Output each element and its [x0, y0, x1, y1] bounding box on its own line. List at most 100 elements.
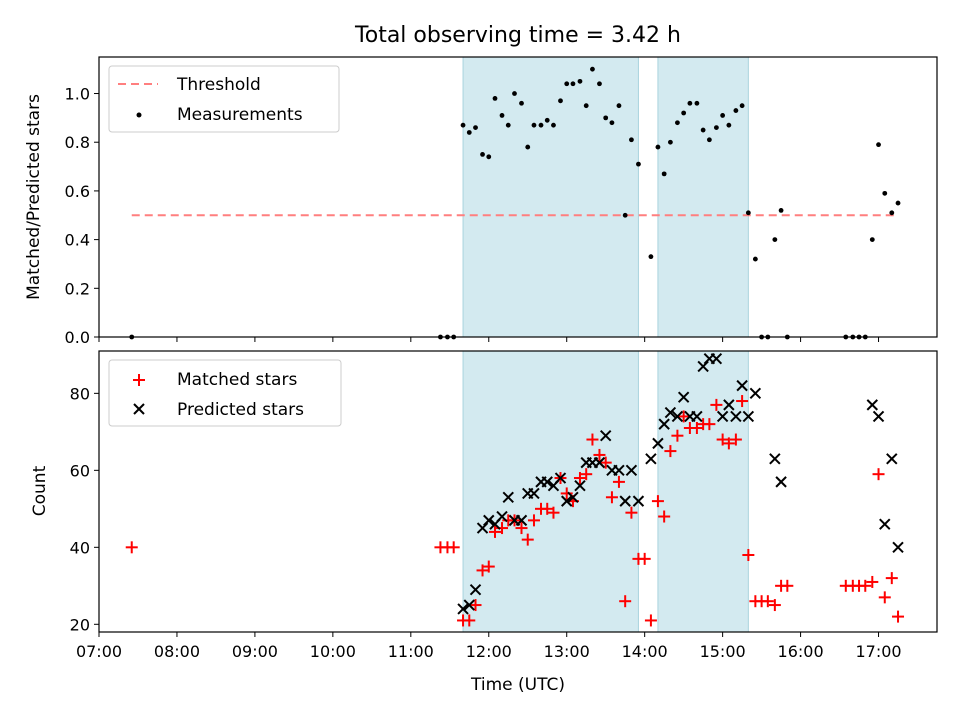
measurement-point [577, 78, 583, 84]
predicted-star-point [742, 410, 755, 423]
measurement-point [629, 137, 634, 143]
x-tick-label: 16:00 [778, 642, 824, 661]
matched-star-point [722, 437, 735, 450]
shaded-interval [657, 56, 749, 338]
matched-star-point [768, 599, 781, 612]
predicted-star-point [599, 429, 612, 442]
shaded-interval [462, 350, 639, 633]
ratio-legend-box [108, 65, 340, 133]
ratio-panel-frame [98, 56, 938, 338]
measurement-point [531, 122, 537, 128]
measurement-point [544, 117, 550, 123]
measurement-point [622, 212, 628, 218]
x-tick-label: 14:00 [622, 642, 668, 661]
predicted-star-point [483, 514, 495, 527]
predicted-star-point [469, 583, 482, 596]
measurement-point [675, 120, 680, 126]
y-tick-label: 0.2 [65, 279, 90, 298]
measurement-point [869, 237, 875, 243]
legend-threshold-label: Threshold [176, 75, 261, 95]
predicted-star-point [866, 399, 879, 411]
measurement-point [616, 103, 622, 109]
measurement-point [609, 120, 615, 126]
predicted-star-point [749, 387, 762, 400]
measurement-point [752, 256, 758, 262]
measurement-point [466, 130, 472, 135]
matched-star-point [892, 610, 905, 623]
x-tick-label: 13:00 [544, 642, 590, 661]
legend-measurements-label: Measurements [177, 105, 303, 125]
predicted-star-point [677, 391, 690, 403]
matched-star-point [872, 468, 885, 481]
matched-star-point [619, 595, 632, 608]
x-tick-label: 10:00 [310, 642, 356, 661]
predicted-star-point [691, 410, 703, 423]
matched-star-point [664, 445, 677, 458]
matched-star-point [586, 433, 599, 446]
predicted-star-point [567, 491, 579, 503]
matched-star-point [560, 487, 573, 500]
matched-star-point [716, 433, 729, 446]
matched-star-point [463, 614, 476, 627]
figure-title: Total observing time = 3.42 h [354, 23, 681, 48]
predicted-star-point [769, 453, 781, 465]
y-tick-label: 0.0 [65, 328, 90, 347]
measurement-point [551, 122, 556, 128]
legend-measurements-swatch [136, 112, 142, 118]
measurement-point [713, 125, 719, 131]
measurement-point [590, 66, 595, 72]
matched-star-point [573, 472, 586, 485]
predicted-star-point [736, 379, 748, 392]
matched-star-point [644, 614, 657, 627]
count-legend: Matched stars Predicted stars [108, 359, 342, 427]
star-count-points [125, 352, 905, 627]
predicted-star-point [593, 456, 606, 469]
matched-star-point [677, 410, 690, 423]
legend-predicted-swatch [133, 403, 145, 415]
predicted-star-point [457, 603, 469, 615]
measurement-point [706, 137, 712, 143]
matched-star-point [482, 560, 495, 573]
measurement-point [655, 144, 661, 150]
matched-star-point [885, 572, 898, 585]
predicted-star-point [658, 418, 670, 430]
measurement-point [889, 210, 895, 216]
predicted-star-point [872, 410, 885, 423]
count-x-ticks: 07:00 08:00 09:00 10:00 11:00 12:00 13:00 14:00… [76, 632, 902, 661]
matched-star-point [671, 429, 684, 442]
measurement-point [687, 100, 693, 106]
measurement-point [603, 115, 609, 121]
measurement-point [772, 237, 778, 243]
predicted-star-point [892, 541, 904, 554]
count-y-label: Count [30, 465, 50, 516]
predicted-star-point [613, 464, 625, 477]
predicted-star-point [710, 352, 723, 365]
measurement-point [492, 95, 498, 101]
predicted-star-point [730, 410, 742, 423]
predicted-star-point [625, 464, 638, 477]
measurement-point [460, 122, 466, 128]
x-tick-label: 11:00 [388, 642, 434, 661]
matched-star-point [612, 475, 625, 488]
count-panel: 20 40 60 80 07:00 08:00 09:00 10:00 11:00 12:00 1… [30, 350, 938, 695]
matched-star-point [489, 525, 502, 538]
measurement-point [519, 100, 524, 106]
matched-star-point [658, 510, 671, 523]
measurement-point [583, 103, 589, 109]
predicted-star-point [886, 453, 898, 465]
ratio-y-ticks: 0.0 0.2 0.4 0.6 0.8 1.0 [65, 85, 99, 347]
y-tick-label: 0.6 [65, 182, 90, 201]
predicted-star-point [463, 599, 475, 611]
matched-star-point [859, 579, 872, 592]
predicted-star-point [723, 399, 735, 411]
x-tick-label: 08:00 [154, 642, 200, 661]
y-tick-label: 60 [70, 461, 90, 480]
matched-star-point [625, 506, 638, 519]
matched-star-point [878, 591, 891, 604]
ratio-panel: 0.0 0.2 0.4 0.6 0.8 1.0 Matched/Predicted sta… [24, 56, 938, 347]
x-tick-label: 17:00 [855, 642, 901, 661]
matched-star-point [651, 495, 664, 508]
predicted-star-point [515, 514, 528, 527]
measurement-point [895, 200, 901, 206]
